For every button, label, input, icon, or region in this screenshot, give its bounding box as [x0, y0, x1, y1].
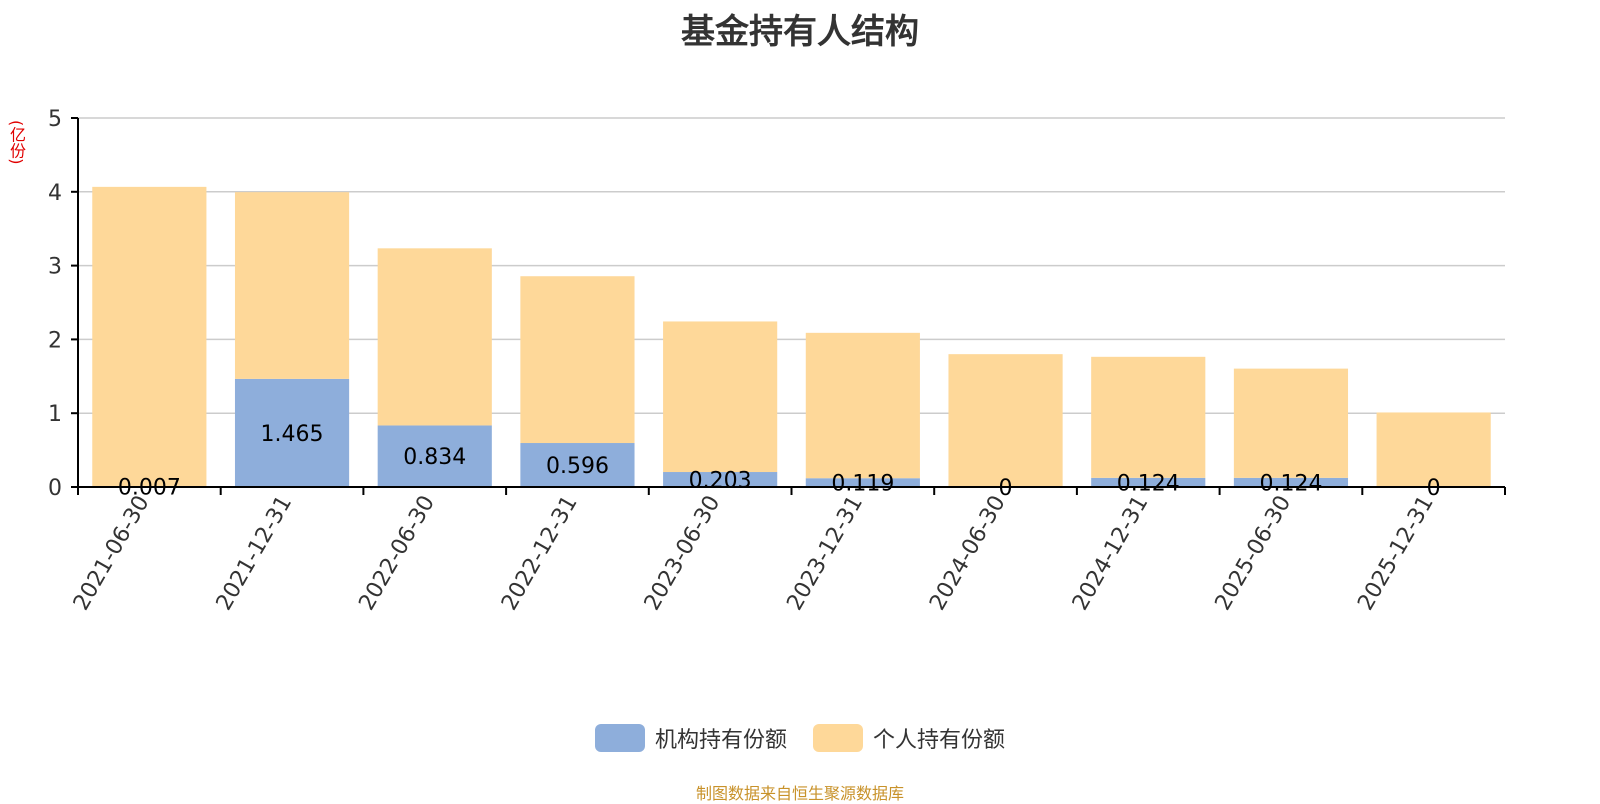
x-tick-label: 2022-06-30 — [354, 492, 440, 615]
legend: 机构持有份额 个人持有份额 — [0, 722, 1600, 754]
legend-item-individual[interactable]: 个人持有份额 — [813, 722, 1005, 754]
data-label: 1.465 — [261, 422, 324, 447]
x-tick-label: 2025-06-30 — [1211, 492, 1297, 615]
data-label: 0 — [1427, 476, 1441, 501]
legend-label-institution: 机构持有份额 — [654, 728, 787, 753]
bar-institution — [377, 425, 492, 487]
bar-individual — [1376, 412, 1491, 487]
y-tick-label: 0 — [48, 476, 62, 501]
y-tick-label: 5 — [48, 107, 62, 132]
y-tick-label: 2 — [48, 328, 62, 353]
y-axis-unit-label: (亿份) — [7, 120, 26, 165]
data-label: 0.834 — [403, 445, 466, 470]
legend-swatch-individual — [813, 724, 863, 752]
bar-individual — [234, 192, 350, 379]
data-label: 0.124 — [1117, 471, 1180, 496]
bar-individual — [520, 276, 635, 444]
y-tick-label: 1 — [48, 402, 62, 427]
bar-institution — [663, 472, 778, 487]
y-tick-label: 4 — [48, 181, 62, 206]
bar-institution — [1091, 477, 1206, 487]
bar-institution — [234, 378, 350, 487]
y-tick-label: 3 — [48, 255, 62, 280]
x-tick-label: 2024-12-31 — [1068, 492, 1154, 615]
legend-item-institution[interactable]: 机构持有份额 — [594, 722, 787, 754]
data-label: 0 — [999, 476, 1013, 501]
bar-individual — [377, 248, 492, 426]
x-tick-label: 2021-06-30 — [69, 492, 155, 615]
x-tick-label: 2023-12-31 — [782, 492, 868, 615]
x-tick-label: 2022-12-31 — [497, 492, 583, 615]
bar-individual — [92, 186, 207, 487]
bar-individual — [663, 321, 778, 473]
bar-individual — [1233, 368, 1349, 478]
bar-individual — [948, 354, 1063, 487]
x-tick-label: 2023-06-30 — [640, 492, 726, 615]
data-source-note: 制图数据来自恒生聚源数据库 — [695, 784, 904, 803]
bar-individual — [1091, 356, 1206, 478]
chart-title: 基金持有人结构 — [681, 12, 919, 52]
bar-institution — [520, 443, 635, 487]
x-tick-label: 2021-12-31 — [212, 492, 298, 615]
data-label: 0.007 — [118, 476, 181, 501]
x-tick-label: 2025-12-31 — [1353, 492, 1439, 615]
x-tick-label: 2024-06-30 — [925, 492, 1011, 615]
legend-swatch-institution — [594, 724, 645, 752]
data-label: 0.124 — [1259, 471, 1322, 496]
bar-institution — [1233, 477, 1349, 487]
bar-institution — [805, 478, 920, 487]
data-label: 0.203 — [689, 469, 752, 494]
data-label: 0.596 — [546, 454, 609, 479]
data-label: 0.119 — [831, 472, 894, 497]
legend-label-individual: 个人持有份额 — [873, 728, 1006, 753]
bar-individual — [805, 332, 920, 479]
